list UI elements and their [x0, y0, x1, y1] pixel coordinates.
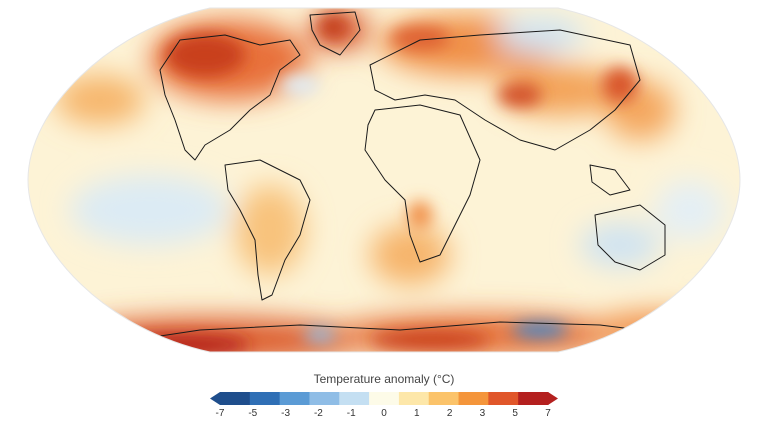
legend-arrow-left — [210, 392, 220, 405]
coast-eurasia — [369, 29, 641, 151]
coast-indonesia — [589, 164, 631, 196]
legend-swatch — [398, 392, 430, 405]
legend-tick-label: -5 — [248, 408, 258, 419]
coast-north-america — [159, 34, 301, 161]
anomaly-south-america — [235, 185, 305, 275]
legend-tick-label: -7 — [215, 408, 225, 419]
anomaly-weddell-sea-cold — [304, 328, 336, 342]
anomaly-scandinavia-core — [390, 26, 450, 50]
legend-tick-label: 5 — [512, 408, 518, 419]
legend-tick-label: 2 — [446, 408, 453, 419]
legend-swatch — [339, 392, 370, 405]
legend-tick-label: -2 — [313, 408, 323, 419]
legend-tick-label: 1 — [414, 408, 420, 419]
legend-swatch — [518, 392, 549, 405]
coast-south-america — [224, 159, 311, 301]
legend-swatch — [428, 392, 460, 405]
legend-tick-label: 3 — [479, 408, 486, 419]
legend-swatch — [458, 392, 489, 405]
coast-africa — [364, 104, 481, 263]
legend-tick-label: 0 — [381, 408, 387, 419]
legend-tick-label: -3 — [281, 408, 291, 419]
coast-greenland — [309, 11, 361, 56]
legend-tick-label: -1 — [346, 408, 356, 419]
anomaly-north-atlantic-cool — [280, 75, 320, 95]
legend-swatch — [249, 392, 281, 405]
globe-outline — [27, 7, 741, 353]
anomaly-antarctica-east — [330, 315, 630, 352]
world-map-svg — [27, 7, 741, 353]
coastlines — [99, 11, 681, 346]
legend-swatch — [220, 392, 251, 405]
legend-arrow-right — [548, 392, 558, 405]
anomaly-africa-south — [370, 225, 450, 285]
coast-australia — [594, 204, 666, 271]
legend-swatch — [488, 392, 519, 405]
legend-swatch — [369, 392, 400, 405]
anomaly-congo-warm — [408, 201, 432, 229]
temperature-anomaly-map — [27, 7, 741, 353]
legend-colorbar — [210, 392, 558, 405]
anomaly-north-pacific-cool — [495, 17, 585, 53]
anomaly-north-pacific-east — [55, 75, 145, 125]
legend-tick-label: 7 — [545, 408, 551, 419]
anomaly-field — [28, 8, 740, 352]
anomaly-antarctica-far-east — [590, 312, 730, 348]
color-legend: Temperature anomaly (°C) -7 -5 -3 -2 -1 0 1 2 3 5… — [0, 368, 768, 430]
anomaly-australia-cool — [580, 223, 660, 267]
anomaly-tibet-core — [498, 83, 542, 107]
coast-antarctica — [99, 321, 681, 346]
anomaly-greenland-core — [318, 15, 348, 39]
anomaly-mongolia-core — [602, 67, 638, 103]
anomaly-equatorial-pacific-cool — [70, 175, 230, 245]
anomaly-canada-core — [165, 33, 245, 77]
legend-swatch — [279, 392, 310, 405]
anomaly-antarctica-center-core — [370, 331, 490, 349]
legend-title: Temperature anomaly (°C) — [313, 372, 455, 386]
legend-ticks: -7 -5 -3 -2 -1 0 1 2 3 5 7 — [210, 408, 558, 422]
legend-swatch — [309, 392, 340, 405]
anomaly-south-pacific-cool — [655, 180, 725, 240]
anomaly-ross-sea-cold — [512, 322, 568, 338]
